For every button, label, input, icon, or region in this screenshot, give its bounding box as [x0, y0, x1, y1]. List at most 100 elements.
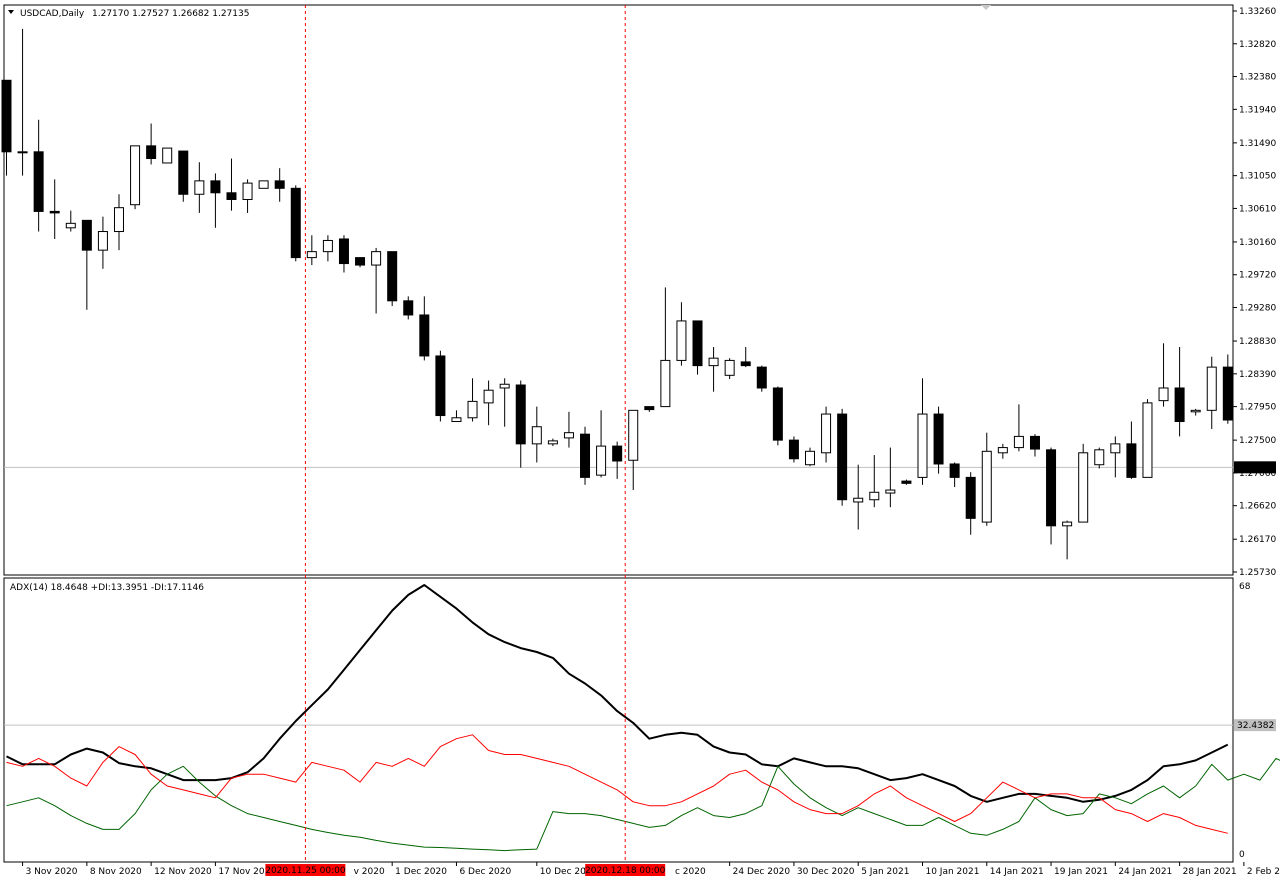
candle-body	[580, 433, 591, 478]
candle	[17, 28, 28, 176]
candle	[1174, 347, 1185, 437]
candle-body	[1094, 449, 1105, 466]
candle-body	[81, 219, 92, 251]
candle-body	[949, 463, 960, 478]
price-tick-label: 1.33260	[1239, 7, 1276, 17]
candle-body	[162, 147, 173, 164]
candle	[242, 179, 253, 213]
time-label: 5 Jan 2021	[861, 867, 909, 877]
triangle-down-icon[interactable]	[8, 10, 14, 14]
candle	[1110, 436, 1121, 478]
candle-body	[837, 413, 848, 501]
candle-body	[901, 480, 912, 484]
candle	[724, 358, 735, 380]
candle	[901, 479, 912, 485]
candle-body	[97, 231, 108, 251]
candle-body	[467, 400, 478, 419]
candle	[146, 123, 157, 165]
candle	[580, 426, 591, 485]
price-tick-label: 1.26170	[1239, 535, 1276, 545]
adx-level-box	[1234, 719, 1276, 732]
candle-body	[65, 222, 76, 229]
candle	[113, 194, 124, 251]
candle-body	[17, 151, 28, 154]
time-label: 10 Dec 2020	[540, 867, 598, 877]
price-tick-label: 1.26620	[1239, 502, 1276, 512]
price-tick-label: 1.28390	[1239, 370, 1276, 380]
candle-body	[1062, 521, 1073, 527]
candle-body	[708, 357, 719, 367]
time-label-partial: c 2020	[675, 867, 706, 877]
time-marker-label: 2020.12.18 00:00	[585, 866, 666, 876]
chart-shift-icon[interactable]	[981, 5, 991, 10]
time-label: 28 Jan 2021	[1183, 867, 1237, 877]
candle	[531, 406, 542, 463]
time-label: 12 Nov 2020	[154, 867, 212, 877]
price-tick-label: 1.25730	[1239, 568, 1276, 578]
candle	[756, 365, 767, 392]
price-tick-label: 1.27500	[1239, 436, 1276, 446]
price-tick-label: 1.31050	[1239, 172, 1276, 182]
candle-body	[772, 387, 783, 441]
time-label: 1 Dec 2020	[395, 867, 447, 877]
time-label: 14 Jan 2021	[990, 867, 1044, 877]
candle-body	[531, 426, 542, 445]
time-label: 24 Jan 2021	[1118, 867, 1172, 877]
candle	[885, 447, 896, 508]
candle-body	[515, 384, 526, 445]
candle	[483, 380, 494, 426]
candle-body	[1222, 366, 1233, 421]
candle-body	[1174, 387, 1185, 423]
candle	[210, 173, 221, 228]
candle-body	[965, 476, 976, 519]
candle-body	[1013, 435, 1024, 449]
candle-body	[274, 180, 285, 189]
price-tick-label: 1.27060	[1239, 469, 1276, 479]
candle	[290, 185, 301, 262]
time-label-partial: v 2020	[354, 867, 385, 877]
candle-body	[756, 366, 767, 389]
candle	[1126, 421, 1137, 479]
candle	[933, 406, 944, 474]
candle	[1078, 443, 1089, 523]
candle-body	[612, 445, 623, 462]
candle-body	[483, 389, 494, 404]
adx-axis-top-label: 68	[1239, 582, 1251, 592]
candle-body	[885, 489, 896, 494]
candle-body	[1029, 435, 1040, 450]
candle	[612, 441, 623, 479]
candle	[49, 179, 60, 239]
candle	[194, 162, 205, 213]
candle-body	[981, 450, 992, 523]
candle	[33, 119, 44, 232]
candle-body	[805, 450, 815, 466]
candle	[226, 158, 237, 211]
candle	[515, 380, 526, 468]
candle-body	[869, 491, 880, 501]
candle-body	[1078, 452, 1089, 523]
candle	[435, 350, 446, 422]
price-tick-label: 1.31940	[1239, 105, 1276, 115]
adx-series-adx	[6, 584, 1229, 803]
candle-body	[435, 355, 446, 417]
candle-body	[290, 187, 301, 259]
price-tick-label: 1.28830	[1239, 337, 1276, 347]
time-label: 10 Jan 2021	[925, 867, 979, 877]
candle	[1046, 447, 1057, 545]
time-marker-box	[265, 864, 346, 876]
adx-header: ADX(14) 18.4648 +DI:13.3951 -DI:17.1146	[10, 583, 204, 593]
time-label: 8 Nov 2020	[90, 867, 142, 877]
candle-body	[1142, 402, 1153, 478]
adx-level-label: 32.4382	[1237, 721, 1274, 731]
candle	[178, 150, 189, 202]
candle-body	[821, 413, 832, 454]
candle-body	[178, 150, 189, 195]
candle	[403, 296, 414, 320]
price-tick-label: 1.31490	[1239, 139, 1276, 149]
time-label: 19 Jan 2021	[1054, 867, 1108, 877]
candle	[981, 432, 992, 526]
candle	[81, 219, 92, 310]
ohlc-header: 1.27170 1.27527 1.26682 1.27135	[92, 9, 249, 19]
price-tick-label: 1.27950	[1239, 403, 1276, 413]
